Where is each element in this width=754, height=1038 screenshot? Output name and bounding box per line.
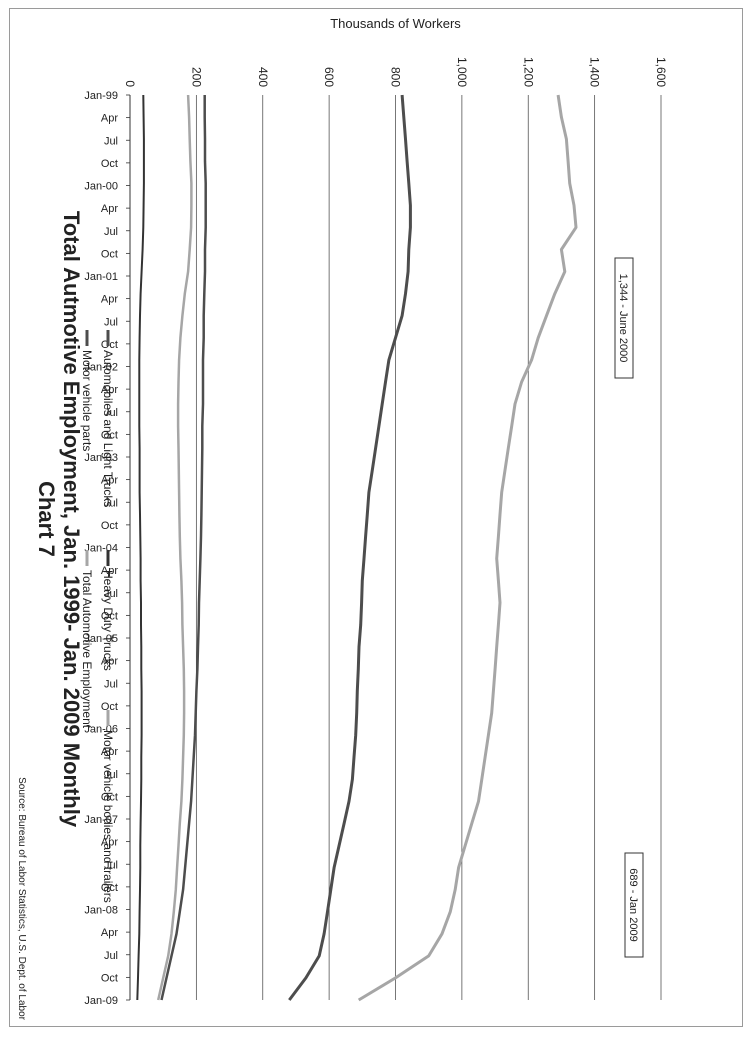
y-axis-label: Thousands of Workers xyxy=(330,16,461,31)
x-tick-label: Jan-05 xyxy=(84,633,118,645)
x-tick-label: Jul xyxy=(104,950,118,962)
gridlines xyxy=(129,95,662,1000)
legend: Automobiles and Light Trucks Heavy Duty T… xyxy=(80,330,115,903)
annotations: 1,344 - June 2000 689 - Jan 2009 xyxy=(614,257,644,958)
series-line xyxy=(160,95,207,1001)
x-tick-label: Jul xyxy=(104,678,118,690)
x-tick-label: Oct xyxy=(101,882,118,894)
x-tick-label: Jan-08 xyxy=(84,905,118,917)
x-tick-label: Apr xyxy=(101,927,118,939)
chart-frame xyxy=(9,8,743,1027)
x-tick-label: Jul xyxy=(104,859,118,871)
x-tick-label: Jul xyxy=(104,316,118,328)
y-tick-label: 0 xyxy=(123,80,137,87)
x-tick-labels: Jan-99 Apr Jul Oct Jan-00 Apr Jul Oct Jan-01 Apr J… xyxy=(84,90,130,1007)
y-tick-label: 1,200 xyxy=(521,57,535,87)
x-tick-label: Oct xyxy=(101,429,118,441)
x-tick-label: Jul xyxy=(104,135,118,147)
annotation-label: 1,344 - June 2000 xyxy=(617,274,629,363)
x-tick-label: Apr xyxy=(101,656,118,668)
x-tick-label: Apr xyxy=(101,384,118,396)
y-tick-label: 600 xyxy=(322,67,336,87)
x-tick-label: Jul xyxy=(104,588,118,600)
annotation-label: 689 - Jan 2009 xyxy=(627,868,639,941)
x-tick-label: Oct xyxy=(101,701,118,713)
x-tick-label: Oct xyxy=(101,791,118,803)
x-tick-label: Apr xyxy=(101,113,118,125)
series-lines xyxy=(136,94,578,1002)
y-tick-label: 800 xyxy=(389,67,403,87)
legend-item-label: Motor vehicle bodies and trailers xyxy=(101,730,115,903)
source-note: Source: Bureau of Labor Statistics, U.S.… xyxy=(16,777,27,1021)
series-line xyxy=(156,94,193,1001)
x-tick-label: Jan-09 xyxy=(84,995,118,1007)
x-tick-label: Oct xyxy=(101,610,118,622)
x-tick-label: Apr xyxy=(101,203,118,215)
x-tick-label: Oct xyxy=(101,248,118,260)
annotation-box xyxy=(624,852,644,958)
x-tick-label: Jan-03 xyxy=(84,452,118,464)
x-tick-label: Jul xyxy=(104,769,118,781)
legend-item-label: Total Automotive Employment xyxy=(80,570,94,729)
x-tick-label: Jan-07 xyxy=(84,814,118,826)
x-tick-label: Jan-01 xyxy=(84,271,118,283)
y-tick-label: 200 xyxy=(189,67,203,87)
annotation-box xyxy=(614,257,634,379)
y-tick-label: 1,400 xyxy=(588,57,602,87)
x-tick-label: Oct xyxy=(101,972,118,984)
legend-item-label: Automobiles and Light Trucks xyxy=(101,350,115,507)
x-tick-label: Jan-00 xyxy=(84,181,118,193)
x-tick-label: Jan-04 xyxy=(84,543,118,555)
x-tick-label: Apr xyxy=(101,565,118,577)
x-tick-label: Jan-06 xyxy=(84,724,118,736)
y-tick-label: 400 xyxy=(256,67,270,87)
x-tick-label: Oct xyxy=(101,520,118,532)
y-tick-label: 1,000 xyxy=(455,57,469,87)
x-tick-label: Apr xyxy=(101,837,118,849)
y-tick-label: 1,600 xyxy=(654,57,668,87)
x-tick-label: Oct xyxy=(101,158,118,170)
legend-item-label: Heavy Duty Trucks xyxy=(101,570,115,671)
series-line xyxy=(357,94,578,1002)
x-tick-label: Apr xyxy=(101,746,118,758)
legend-item-label: Motor vehicle parts xyxy=(80,350,94,451)
x-tick-label: Apr xyxy=(101,294,118,306)
chart-subtitle: Total Autmotive Employment, Jan. 1999- J… xyxy=(59,211,84,828)
y-tick-labels: 0 200 400 600 800 1,000 1,200 1,400 1,600 xyxy=(123,57,668,87)
series-line xyxy=(288,94,412,1001)
x-tick-label: Jan-99 xyxy=(84,90,118,102)
x-tick-label: Jan-02 xyxy=(84,362,118,374)
series-line xyxy=(136,94,145,1001)
x-tick-label: Jul xyxy=(104,497,118,509)
chart-rotated-group: Chart 7 Total Autmotive Employment, Jan.… xyxy=(16,16,668,1021)
x-tick-label: Jul xyxy=(104,226,118,238)
x-tick-label: Apr xyxy=(101,475,118,487)
chart-title: Chart 7 xyxy=(34,481,59,557)
x-tick-label: Jul xyxy=(104,407,118,419)
